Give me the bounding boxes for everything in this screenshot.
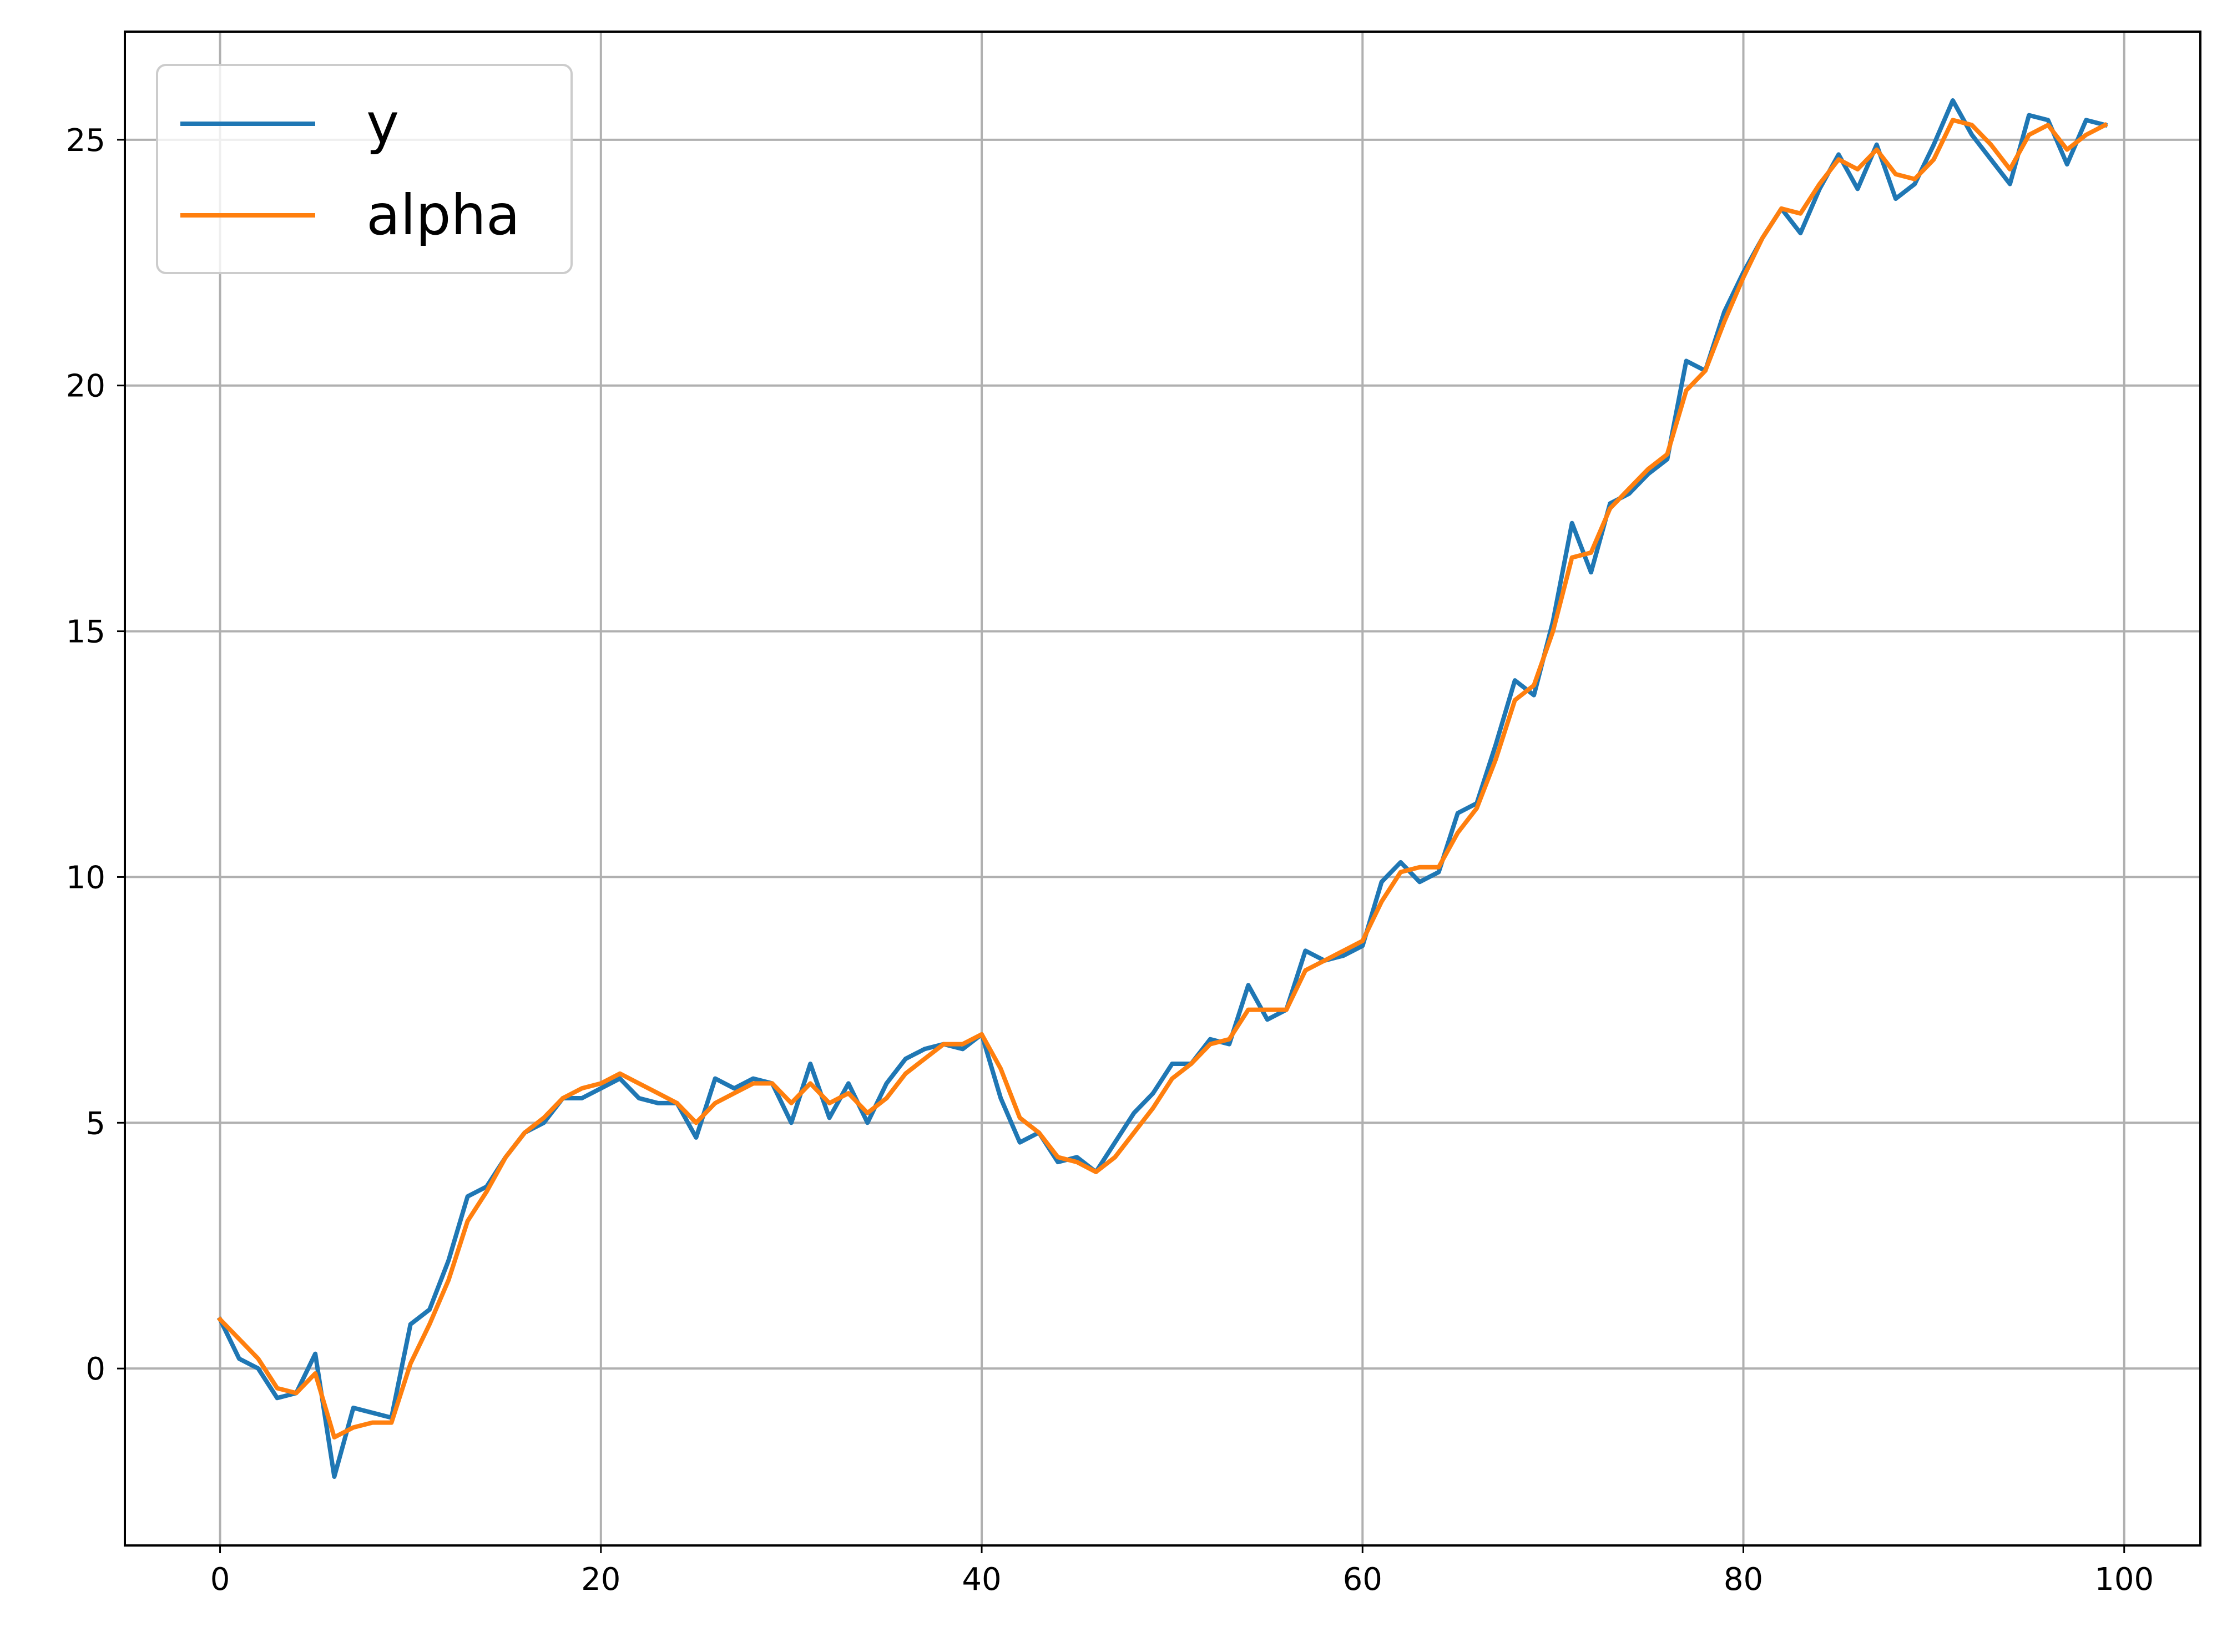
series-layer	[216, 98, 2108, 1479]
y-tick-label: 15	[66, 614, 105, 650]
y-tick-label: 25	[66, 123, 105, 159]
legend-label-alpha: alpha	[366, 183, 520, 247]
x-tick-label: 100	[2094, 1562, 2154, 1598]
grid-lines	[125, 32, 2200, 1545]
x-tick-label: 40	[962, 1562, 1001, 1598]
y-tick-label: 0	[85, 1351, 105, 1387]
legend-label-y: y	[366, 91, 399, 156]
legend: y alpha	[156, 64, 573, 274]
y-tick-label: 20	[66, 368, 105, 405]
x-tick-label: 60	[1343, 1562, 1382, 1598]
x-tick-label: 0	[210, 1562, 230, 1598]
x-tick-label: 80	[1724, 1562, 1763, 1598]
plot-frame	[124, 31, 2201, 1547]
series-line-alpha	[216, 118, 2108, 1440]
y-tick-label: 5	[85, 1105, 105, 1141]
legend-box	[156, 64, 573, 274]
x-tick-label: 20	[581, 1562, 620, 1598]
axis-ticks: 0 20 40 60 80 100 0 5 10 15 20 25	[66, 123, 2154, 1598]
y-tick-label: 10	[66, 860, 105, 896]
